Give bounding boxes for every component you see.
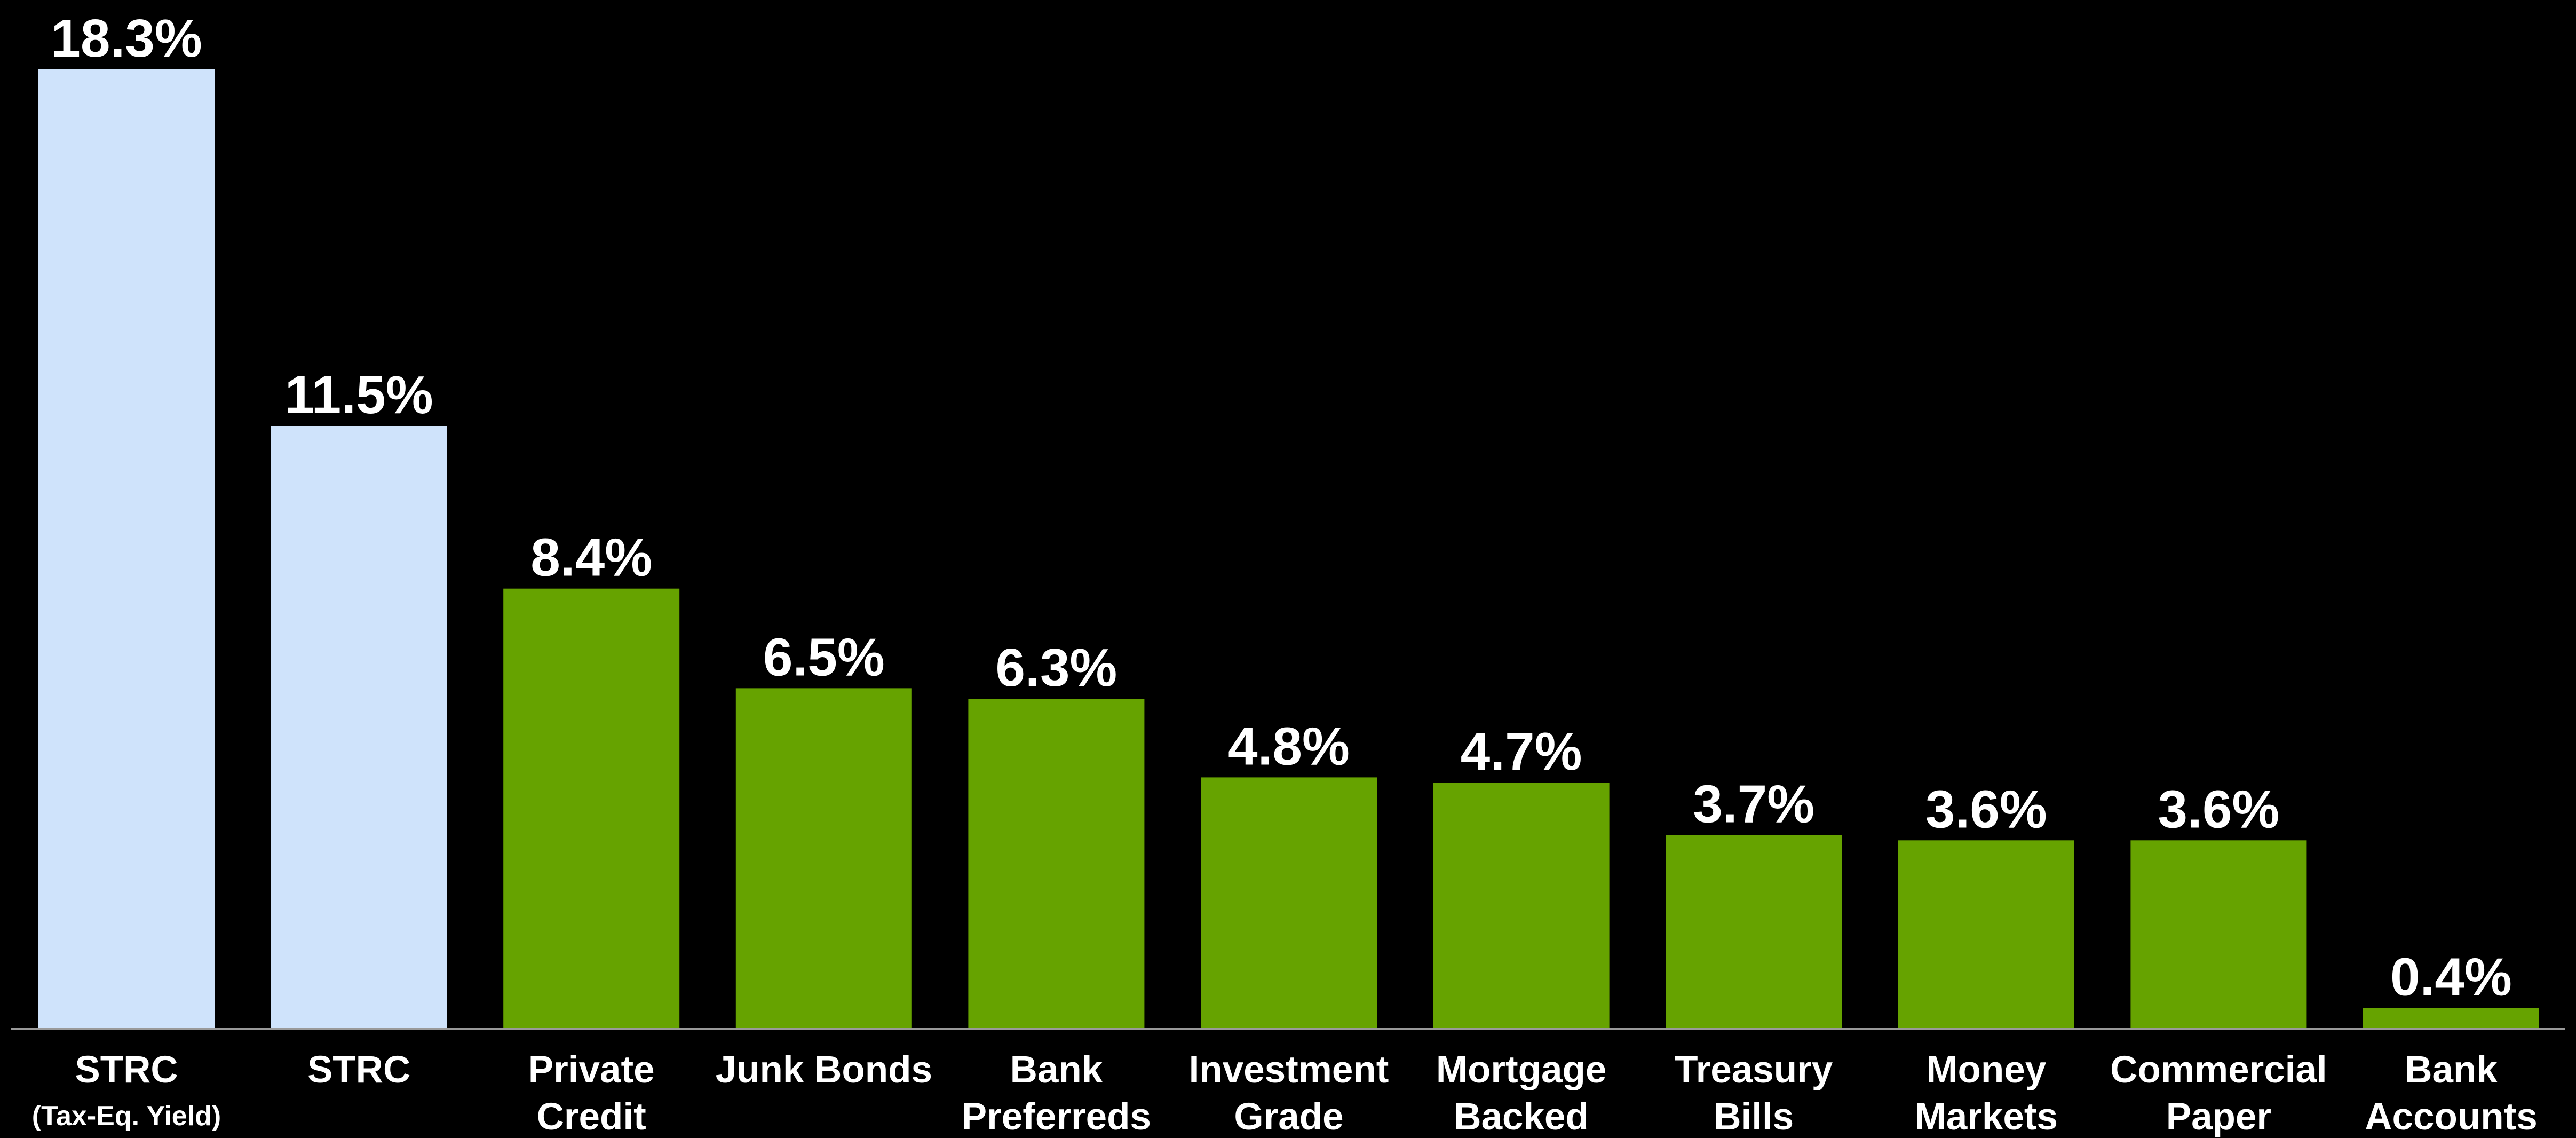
category-label-private-credit-line-2: Credit [537, 1096, 646, 1138]
category-label-commercial-paper-line-2: Paper [2166, 1096, 2271, 1138]
category-label-investment-grade-line-1: Investment [1189, 1049, 1389, 1091]
category-label-treasury-bills-line-1: Treasury [1675, 1049, 1833, 1091]
bar-junk-bonds [735, 688, 912, 1029]
value-labels-group: 18.3% 11.5% 8.4% 6.5% 6.3% 4.8% 4.7% 3.7% 3.6% 3.… [51, 9, 2512, 1007]
bar-strc-tax-eq-yield [38, 69, 215, 1029]
value-label-junk-bonds: 6.5% [763, 627, 885, 687]
category-label-strc: STRC [307, 1049, 410, 1091]
bar-private-credit [503, 588, 680, 1029]
category-labels-group: STRC (Tax-Eq. Yield) STRC Private Credit Junk… [32, 1049, 2538, 1138]
bar-strc [271, 426, 447, 1029]
category-label-junk-bonds: Junk Bonds [716, 1049, 932, 1091]
bars-group [38, 69, 2539, 1029]
category-label-money-markets-line-1: Money [1926, 1049, 2046, 1091]
value-label-strc-tax-eq-yield: 18.3% [51, 9, 202, 68]
bar-money-markets [1898, 840, 2074, 1029]
category-label-bank-accounts-line-1: Bank [2405, 1049, 2498, 1091]
category-sublabel-strc-tax-eq-yield: (Tax-Eq. Yield) [32, 1101, 221, 1132]
value-label-investment-grade: 4.8% [1228, 716, 1350, 776]
category-label-strc-tax-eq-yield: STRC [75, 1049, 178, 1091]
value-label-money-markets: 3.6% [1925, 779, 2047, 839]
bar-treasury-bills [1666, 835, 1842, 1029]
category-label-bank-accounts-line-2: Accounts [2365, 1096, 2538, 1138]
category-label-money-markets-line-2: Markets [1915, 1096, 2058, 1138]
value-label-commercial-paper: 3.6% [2158, 779, 2279, 839]
bar-bank-accounts [2363, 1008, 2539, 1029]
category-label-mortgage-backed-line-1: Mortgage [1436, 1049, 1607, 1091]
value-label-bank-accounts: 0.4% [2390, 947, 2512, 1007]
category-label-bank-preferreds-line-2: Preferreds [962, 1096, 1151, 1138]
category-label-mortgage-backed-line-2: Backed [1454, 1096, 1589, 1138]
bar-investment-grade [1201, 777, 1377, 1029]
value-label-mortgage-backed: 4.7% [1461, 722, 1582, 781]
bar-mortgage-backed [1433, 783, 1610, 1029]
category-label-investment-grade-line-2: Grade [1234, 1096, 1343, 1138]
category-label-private-credit-line-1: Private [528, 1049, 655, 1091]
bar-bank-preferreds [968, 699, 1145, 1029]
value-label-bank-preferreds: 6.3% [995, 638, 1117, 698]
category-label-commercial-paper-line-1: Commercial [2110, 1049, 2327, 1091]
bar-commercial-paper [2130, 840, 2307, 1029]
value-label-treasury-bills: 3.7% [1693, 774, 1814, 834]
value-label-strc: 11.5% [285, 365, 433, 425]
category-label-bank-preferreds-line-1: Bank [1010, 1049, 1103, 1091]
value-label-private-credit: 8.4% [530, 528, 652, 588]
category-label-treasury-bills-line-2: Bills [1714, 1096, 1794, 1138]
